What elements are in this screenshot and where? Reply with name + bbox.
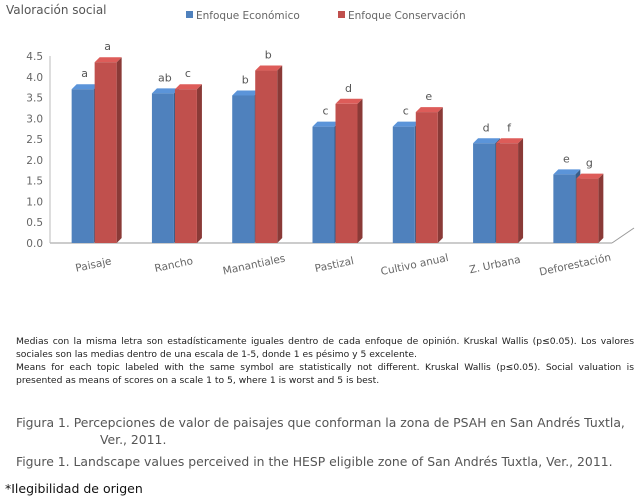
legend-swatch	[186, 11, 193, 18]
bar	[553, 174, 576, 243]
bar	[312, 126, 335, 243]
x-tick-label: Pastizal	[314, 255, 355, 275]
significance-label: g	[586, 157, 593, 170]
bar-top	[94, 57, 122, 63]
x-tick-label: Deforestación	[538, 252, 612, 279]
bar-chart: 0.0 0.5 1.0 1.5 2.0 2.5 3.0 3.5 4.0 4.5 Enfoque Ec…	[26, 10, 635, 279]
x-tick-label: Cultivo anual	[380, 252, 450, 278]
legend-label: Enfoque Conservación	[348, 10, 466, 22]
bar-top	[151, 88, 179, 94]
bar-top	[496, 138, 524, 144]
y-tick-label: 1.0	[26, 196, 43, 208]
bar-top	[576, 173, 604, 179]
significance-label: c	[185, 67, 191, 80]
bar-top	[174, 84, 202, 90]
bar-side	[598, 173, 604, 243]
figure-caption-english: Figure 1. Landscape values perceived in …	[16, 454, 613, 469]
bar	[576, 178, 599, 243]
bar-top	[553, 169, 581, 175]
x-tick-label: Manantiales	[222, 253, 287, 278]
bar	[94, 62, 117, 243]
y-tick-label: 3.0	[26, 113, 43, 125]
bar-side	[518, 138, 524, 243]
significance-label: c	[322, 105, 328, 118]
bar	[473, 143, 496, 243]
bar-side	[196, 84, 202, 243]
bar	[255, 70, 278, 244]
bar-top	[335, 98, 363, 104]
y-tick-label: 4.5	[26, 51, 43, 63]
bar-side	[277, 65, 283, 244]
significance-label: ab	[158, 71, 172, 84]
caption-spanish-line2: Ver., 2011.	[100, 432, 167, 447]
chart-notes: Medias con la misma letra son estadístic…	[16, 335, 634, 387]
legend-swatch	[338, 11, 345, 18]
bar-top	[255, 65, 283, 71]
significance-label: a	[81, 67, 88, 80]
bar	[496, 143, 519, 243]
footnote: *Ilegibilidad de origen	[5, 481, 143, 496]
significance-label: e	[425, 90, 432, 103]
caption-spanish-line1: Figura 1. Percepciones de valor de paisa…	[16, 415, 625, 430]
floor-edge	[611, 227, 635, 244]
bar	[174, 89, 197, 243]
significance-label: d	[345, 82, 352, 95]
bar	[392, 126, 415, 243]
significance-label: f	[507, 121, 512, 134]
legend-label: Enfoque Económico	[196, 10, 300, 22]
significance-label: a	[104, 40, 111, 53]
significance-label: d	[483, 121, 490, 134]
bar	[335, 103, 358, 244]
y-tick-label: 0.5	[26, 217, 43, 229]
bar	[415, 112, 438, 243]
y-tick-label: 4.0	[26, 72, 43, 84]
note-english: Means for each topic labeled with the sa…	[16, 362, 634, 386]
bar-top	[71, 84, 99, 90]
bar-top	[415, 107, 443, 113]
bar-top	[232, 90, 260, 96]
y-tick-label: 2.5	[26, 134, 43, 146]
bar-top	[392, 121, 420, 127]
x-tick-label: Paisaje	[74, 255, 112, 274]
figure-caption-spanish: Figura 1. Percepciones de valor de paisa…	[16, 414, 634, 448]
significance-label: e	[563, 152, 570, 165]
note-spanish: Medias con la misma letra son estadístic…	[16, 336, 634, 360]
chart-title: Valoración social	[6, 3, 107, 17]
bar	[151, 93, 174, 244]
bar-top	[312, 121, 340, 127]
y-tick-label: 2.0	[26, 155, 43, 167]
significance-label: b	[242, 73, 249, 86]
bar-top	[473, 138, 501, 144]
y-tick-label: 0.0	[26, 238, 43, 250]
x-tick-label: Z. Urbana	[468, 254, 521, 277]
y-tick-label: 3.5	[26, 93, 43, 105]
significance-label: c	[403, 105, 409, 118]
x-tick-label: Rancho	[153, 255, 194, 275]
significance-label: b	[265, 49, 272, 62]
bar-side	[357, 98, 363, 244]
bar	[232, 95, 255, 243]
bar	[71, 89, 94, 243]
bar-side	[116, 57, 122, 243]
bar-side	[437, 107, 443, 243]
y-tick-label: 1.5	[26, 176, 43, 188]
